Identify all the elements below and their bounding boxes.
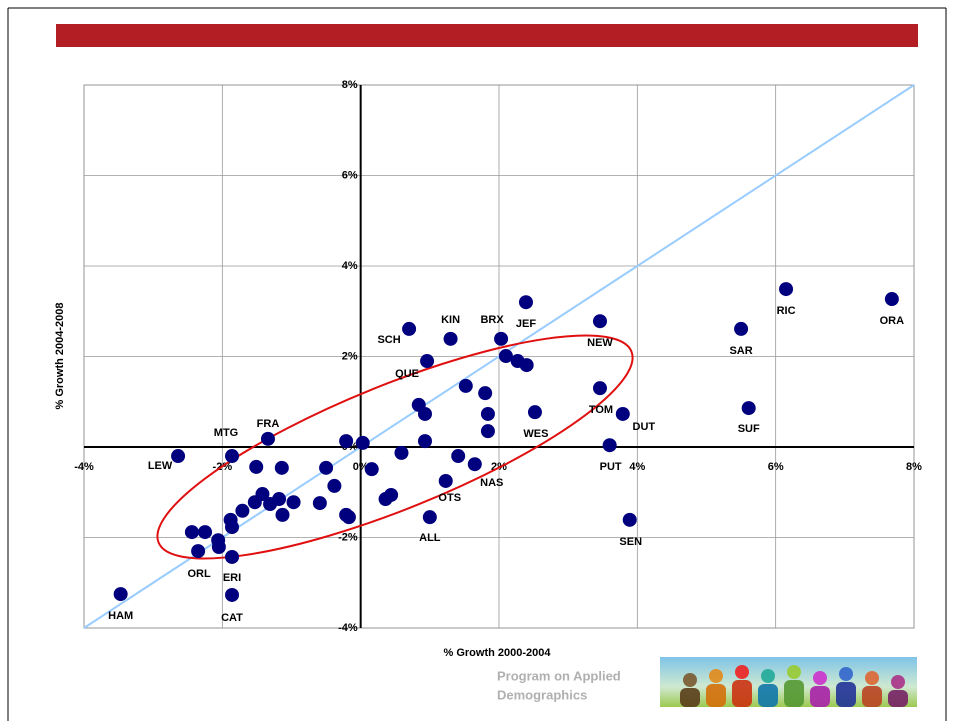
data-point — [494, 331, 509, 346]
data-point — [247, 495, 262, 510]
data-point — [741, 401, 756, 416]
point-label: PUT — [600, 461, 622, 473]
footer-text: Demographics — [497, 687, 587, 702]
point-label: ORL — [188, 568, 212, 580]
data-point — [417, 434, 432, 449]
point-label: SAR — [729, 345, 752, 357]
data-point — [113, 587, 128, 602]
data-point — [480, 406, 495, 421]
data-point — [260, 431, 275, 446]
point-label: FRA — [257, 418, 280, 430]
y-tick-label: 2% — [342, 350, 358, 362]
point-label: SCH — [377, 334, 400, 346]
point-label: ORA — [880, 315, 905, 327]
point-label: OTS — [438, 492, 461, 504]
data-point — [622, 512, 637, 527]
point-label: HAM — [108, 610, 133, 622]
data-point — [364, 462, 379, 477]
data-point — [339, 434, 354, 449]
title-bar — [56, 24, 918, 47]
data-point — [312, 496, 327, 511]
data-point — [615, 406, 630, 421]
data-point — [272, 492, 287, 507]
data-point — [225, 449, 240, 464]
y-tick-label: -4% — [338, 622, 358, 634]
data-point — [602, 438, 617, 453]
point-label: ALL — [419, 532, 441, 544]
x-tick-label: -4% — [74, 461, 94, 473]
x-axis-title: % Growth 2000-2004 — [444, 647, 552, 659]
data-point — [275, 507, 290, 522]
data-point — [422, 510, 437, 525]
data-point — [438, 473, 453, 488]
point-label: WES — [523, 428, 548, 440]
x-tick-label: 8% — [906, 461, 922, 473]
point-label: CAT — [221, 612, 243, 624]
data-point — [225, 587, 240, 602]
data-point — [384, 487, 399, 502]
data-point — [319, 460, 334, 475]
data-point — [518, 295, 533, 310]
point-label: NAS — [480, 477, 503, 489]
point-label: SEN — [619, 536, 642, 548]
y-tick-label: 8% — [342, 79, 358, 91]
data-point — [249, 459, 264, 474]
data-point — [884, 292, 899, 307]
data-point — [225, 549, 240, 564]
data-point — [458, 378, 473, 393]
point-label: NEW — [587, 337, 613, 349]
data-point — [235, 503, 250, 518]
highlight-ellipse — [156, 334, 634, 560]
point-label: TOM — [589, 404, 613, 416]
point-label: ERI — [223, 572, 241, 584]
data-point — [286, 495, 301, 510]
point-label: RIC — [777, 305, 796, 317]
data-point — [341, 510, 356, 525]
data-point — [451, 449, 466, 464]
x-tick-label: 4% — [629, 461, 645, 473]
data-point — [417, 406, 432, 421]
x-tick-label: 6% — [768, 461, 784, 473]
data-point — [498, 349, 513, 364]
data-point — [779, 282, 794, 297]
data-point — [171, 449, 186, 464]
data-point — [198, 525, 213, 540]
data-point — [184, 525, 199, 540]
data-point — [274, 460, 289, 475]
data-point — [478, 386, 493, 401]
people-image — [660, 657, 917, 707]
point-label: DUT — [633, 421, 656, 433]
data-point — [355, 435, 370, 450]
y-tick-label: 6% — [342, 169, 358, 181]
data-point — [519, 358, 534, 373]
point-label: JEF — [516, 318, 536, 330]
data-point — [480, 424, 495, 439]
data-point — [734, 321, 749, 336]
data-point — [527, 405, 542, 420]
data-point — [420, 354, 435, 369]
point-label: QUE — [395, 368, 419, 380]
data-point — [225, 520, 240, 535]
point-label: KIN — [441, 314, 460, 326]
plot: -4%-2%0%2%4%6%8%-4%-2%0%2%4%6%8%HAMLEWMT… — [74, 79, 922, 634]
data-point — [327, 478, 342, 493]
data-point — [592, 381, 607, 396]
point-label: LEW — [148, 460, 173, 472]
data-point — [467, 457, 482, 472]
footer-text: Program on Applied — [497, 668, 621, 683]
point-label: SUF — [738, 423, 760, 435]
data-point — [443, 331, 458, 346]
y-tick-label: -2% — [338, 531, 358, 543]
data-point — [402, 321, 417, 336]
point-label: MTG — [214, 427, 238, 439]
point-label: BRX — [480, 314, 504, 326]
data-point — [592, 314, 607, 329]
data-point — [211, 540, 226, 555]
y-tick-label: 4% — [342, 260, 358, 272]
data-point — [394, 445, 409, 460]
data-point — [191, 544, 206, 559]
y-axis-title: % Growth 2004-2008 — [54, 303, 66, 410]
